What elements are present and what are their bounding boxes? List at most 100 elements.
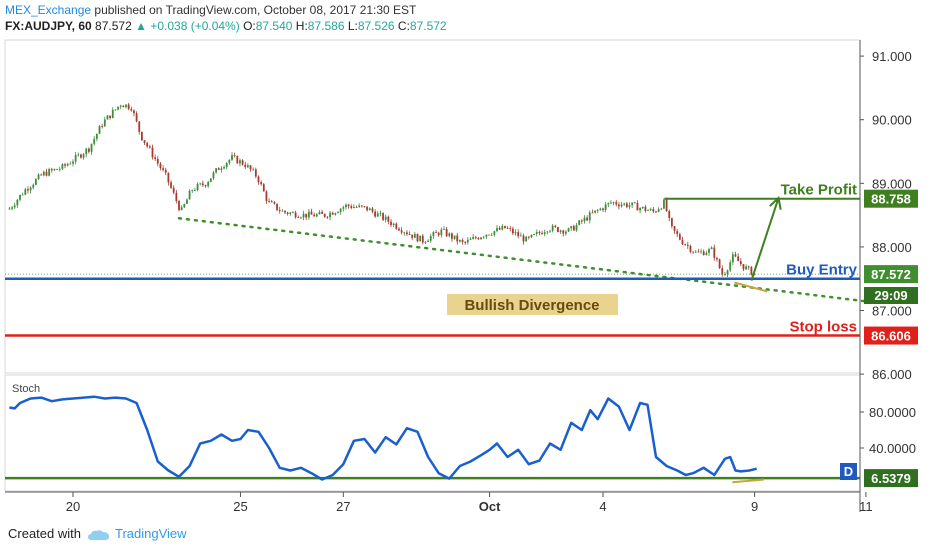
candle-down [684,244,687,246]
candle-down [233,155,236,157]
candle-down [406,232,408,235]
candle-up [345,204,347,208]
candle-down [45,171,48,176]
candle-up [114,109,117,111]
candle-down [355,206,358,208]
candle-down [151,147,154,158]
candle-up [525,236,528,242]
candle-up [427,240,429,242]
candle-down [133,110,135,114]
candle-down [156,158,159,164]
candle-up [424,241,427,243]
candle-up [700,251,702,253]
candle-up [731,254,734,263]
candle-down [164,169,167,173]
candle-down [527,236,530,238]
candle-down [456,235,459,242]
candle-down [172,187,175,193]
candle-up [610,202,612,204]
tradingview-brand[interactable]: TradingView [114,526,187,541]
target-arrow-shaft [750,199,779,281]
candle-up [66,164,69,166]
candle-up [302,213,305,218]
price-divergence-line [734,281,768,293]
candle-up [32,184,35,188]
time-tick-label: Oct [479,499,501,514]
price-change: +0.038 (+0.04%) [150,19,240,33]
candle-down [366,206,369,211]
candle-down [260,182,263,185]
candle-up [559,230,562,232]
candle-up [533,233,535,235]
candle-down [477,238,480,240]
candle-down [395,223,398,229]
candle-down [265,191,268,202]
candle-up [223,167,225,169]
candle-up [607,202,610,205]
candle-down [538,232,541,234]
candle-up [745,266,747,270]
candle-down [435,232,437,233]
candle-down [162,168,164,170]
candle-up [413,233,416,238]
candle-down [692,251,694,253]
candle-down [363,206,366,208]
time-tick-label: 11 [859,499,873,514]
candle-up [710,247,713,250]
candle-up [111,109,114,118]
candle-down [127,104,130,109]
candle-up [228,159,231,163]
oscillator-pane [4,374,861,492]
candle-down [591,212,594,214]
candle-down [737,256,740,262]
candle-down [678,234,681,240]
candle-up [215,168,217,173]
candle-down [135,113,138,122]
candle-up [443,228,445,230]
symbol-legend: FX:AUDJPY, 60 87.572 ▲ +0.038 (+0.04%) O… [5,19,447,33]
candle-up [453,235,456,239]
candle-up [639,207,641,211]
time-tick-label: 25 [233,499,247,514]
candle-down [56,168,58,170]
candle-down [249,165,252,170]
candle-down [254,169,257,177]
take-profit-price-tag: 88.758 [871,192,911,207]
candle-down [284,210,286,213]
candle-down [270,201,273,203]
candle-up [376,213,379,217]
candle-up [42,171,45,176]
stop-loss-price-tag: 86.606 [871,329,911,344]
candle-up [247,165,249,168]
candle-up [292,212,294,214]
candle-up [567,228,570,232]
candle-down [398,228,400,231]
candle-up [37,174,40,180]
candle-up [588,212,591,221]
author-link[interactable]: MEX_Exchange [5,3,92,17]
candle-up [209,178,212,182]
candle-up [496,227,498,232]
candle-down [371,208,374,212]
candle-down [390,221,392,226]
candle-down [721,268,724,275]
candle-up [570,226,573,229]
candle-up [196,184,199,191]
candle-up [657,209,660,212]
candle-up [191,190,194,191]
candle-down [154,157,157,159]
candle-down [201,183,204,186]
candle-up [641,206,644,208]
candle-down [739,261,742,265]
candle-up [530,234,533,238]
candle-down [374,211,376,217]
candle-up [578,220,581,225]
candle-down [713,247,716,258]
candle-up [337,212,339,214]
last-price-tag: 87.572 [871,267,911,282]
candle-up [392,223,395,226]
candle-down [686,244,689,246]
candle-up [339,208,342,213]
candle-up [95,133,98,139]
